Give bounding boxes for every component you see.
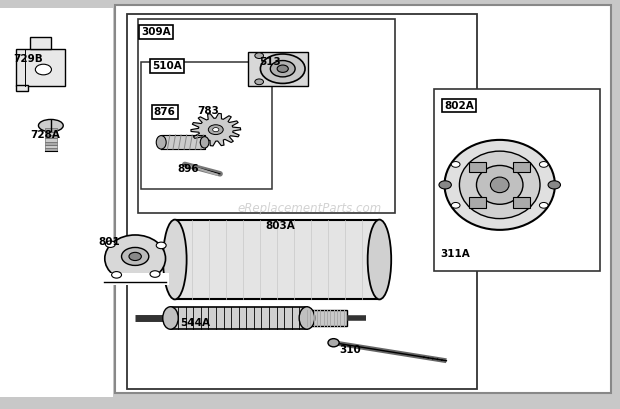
Circle shape <box>129 252 141 261</box>
Ellipse shape <box>477 165 523 204</box>
Bar <box>115 5 611 393</box>
Bar <box>307 310 347 326</box>
Circle shape <box>105 241 115 247</box>
Bar <box>127 14 477 389</box>
Bar <box>45 145 57 148</box>
Text: 513: 513 <box>259 57 281 67</box>
Bar <box>16 85 28 91</box>
Ellipse shape <box>459 151 540 218</box>
Text: 729B: 729B <box>14 54 43 64</box>
Text: 311A: 311A <box>440 249 470 258</box>
Ellipse shape <box>162 307 179 329</box>
Ellipse shape <box>260 54 305 83</box>
Text: 896: 896 <box>177 164 199 173</box>
Ellipse shape <box>105 235 166 282</box>
Bar <box>45 132 57 135</box>
Ellipse shape <box>328 339 339 347</box>
Bar <box>175 220 379 299</box>
Bar <box>45 138 57 142</box>
Circle shape <box>451 162 460 167</box>
Bar <box>138 19 395 213</box>
Circle shape <box>213 128 219 132</box>
Bar <box>248 52 308 86</box>
Bar <box>45 135 57 138</box>
Text: 544A: 544A <box>180 318 210 328</box>
Text: 876: 876 <box>154 107 175 117</box>
Ellipse shape <box>156 136 166 149</box>
Bar <box>513 198 530 208</box>
Bar <box>0 8 113 397</box>
Bar <box>434 89 600 271</box>
Circle shape <box>208 125 223 135</box>
Circle shape <box>255 79 264 85</box>
Text: 803A: 803A <box>265 221 295 231</box>
Circle shape <box>539 162 548 167</box>
Circle shape <box>35 64 51 75</box>
Ellipse shape <box>38 119 63 132</box>
Bar <box>16 49 65 86</box>
Ellipse shape <box>445 140 555 230</box>
Circle shape <box>548 181 560 189</box>
Bar <box>45 142 57 145</box>
Bar <box>513 162 530 172</box>
Bar <box>45 148 57 151</box>
Bar <box>101 273 169 285</box>
Text: eReplacementParts.com: eReplacementParts.com <box>238 202 382 215</box>
Text: 783: 783 <box>197 106 219 116</box>
Circle shape <box>539 202 548 208</box>
Bar <box>30 37 51 49</box>
Circle shape <box>112 272 122 278</box>
Text: 802A: 802A <box>444 101 474 110</box>
Ellipse shape <box>200 137 209 148</box>
Circle shape <box>439 181 451 189</box>
Text: 510A: 510A <box>152 61 182 71</box>
Bar <box>170 307 307 329</box>
Bar <box>469 198 487 208</box>
Bar <box>469 162 487 172</box>
Ellipse shape <box>368 220 391 299</box>
Text: 801: 801 <box>98 237 120 247</box>
Bar <box>45 128 57 132</box>
Polygon shape <box>191 113 241 146</box>
Text: 309A: 309A <box>141 27 171 37</box>
Ellipse shape <box>163 220 187 299</box>
Circle shape <box>150 271 160 277</box>
Text: 310: 310 <box>340 345 361 355</box>
Ellipse shape <box>277 65 288 72</box>
Circle shape <box>156 242 166 249</box>
Circle shape <box>122 247 149 265</box>
Bar <box>141 62 272 189</box>
Text: 728A: 728A <box>30 130 60 140</box>
Circle shape <box>451 202 460 208</box>
Polygon shape <box>161 135 205 149</box>
Ellipse shape <box>270 61 295 77</box>
Ellipse shape <box>490 177 509 193</box>
Circle shape <box>255 53 264 58</box>
Ellipse shape <box>299 307 314 329</box>
